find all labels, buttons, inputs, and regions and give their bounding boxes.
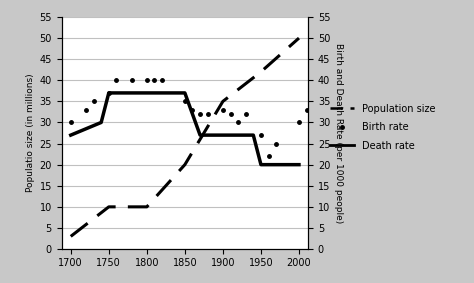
Legend: Population size, Birth rate, Death rate: Population size, Birth rate, Death rate [327, 101, 438, 154]
Y-axis label: Birth and Death Rate (per 1000 people): Birth and Death Rate (per 1000 people) [335, 43, 344, 223]
Y-axis label: Populatio size (in millions): Populatio size (in millions) [26, 74, 35, 192]
